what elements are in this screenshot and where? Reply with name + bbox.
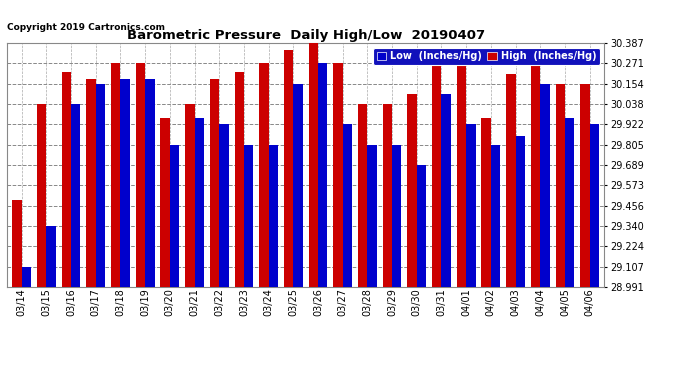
Bar: [284, 50, 293, 287]
Bar: [136, 63, 145, 287]
Bar: [343, 124, 352, 287]
Bar: [170, 145, 179, 287]
Bar: [392, 145, 402, 287]
Bar: [161, 118, 170, 287]
Bar: [432, 63, 442, 287]
Bar: [466, 124, 475, 287]
Bar: [308, 43, 318, 287]
Bar: [219, 124, 228, 287]
Bar: [383, 104, 392, 287]
Bar: [506, 74, 515, 287]
Title: Barometric Pressure  Daily High/Low  20190407: Barometric Pressure Daily High/Low 20190…: [126, 29, 485, 42]
Bar: [111, 63, 121, 287]
Legend: Low  (Inches/Hg), High  (Inches/Hg): Low (Inches/Hg), High (Inches/Hg): [373, 48, 600, 65]
Bar: [482, 118, 491, 287]
Bar: [531, 50, 540, 287]
Bar: [565, 118, 574, 287]
Bar: [293, 84, 303, 287]
Bar: [268, 145, 278, 287]
Bar: [210, 79, 219, 287]
Bar: [86, 79, 96, 287]
Bar: [555, 84, 565, 287]
Bar: [407, 94, 417, 287]
Bar: [185, 104, 195, 287]
Bar: [590, 124, 599, 287]
Bar: [491, 145, 500, 287]
Bar: [515, 136, 525, 287]
Text: Copyright 2019 Cartronics.com: Copyright 2019 Cartronics.com: [7, 22, 165, 32]
Bar: [540, 84, 550, 287]
Bar: [358, 104, 367, 287]
Bar: [417, 165, 426, 287]
Bar: [21, 267, 31, 287]
Bar: [61, 72, 71, 287]
Bar: [367, 145, 377, 287]
Bar: [318, 63, 327, 287]
Bar: [244, 145, 253, 287]
Bar: [333, 63, 343, 287]
Bar: [235, 72, 244, 287]
Bar: [259, 63, 268, 287]
Bar: [71, 104, 81, 287]
Bar: [46, 226, 56, 287]
Bar: [195, 118, 204, 287]
Bar: [96, 84, 105, 287]
Bar: [145, 79, 155, 287]
Bar: [37, 104, 46, 287]
Bar: [12, 200, 21, 287]
Bar: [457, 63, 466, 287]
Bar: [580, 84, 590, 287]
Bar: [121, 79, 130, 287]
Bar: [442, 94, 451, 287]
